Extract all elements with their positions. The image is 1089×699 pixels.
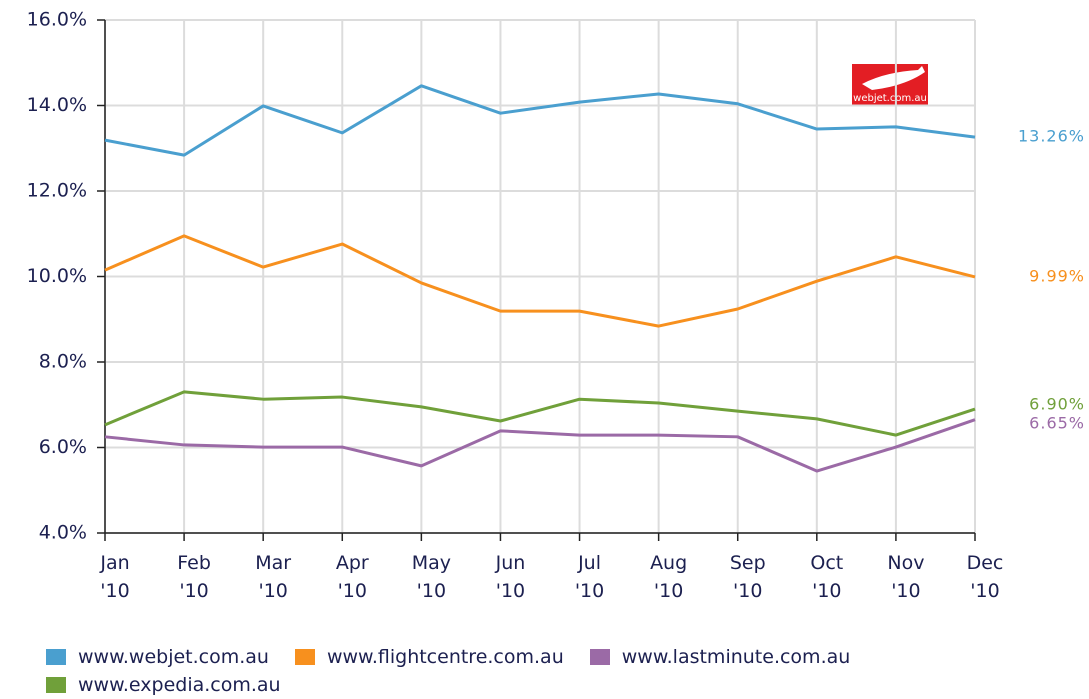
y-tick-label: 4.0% (39, 522, 87, 544)
grid (104, 19, 976, 534)
legend-swatch (294, 649, 315, 665)
x-tick-label: Jan '10 (100, 552, 130, 602)
line (104, 390, 976, 437)
y-tick-label: 16.0% (27, 9, 87, 31)
y-tick-label: 8.0% (39, 351, 87, 373)
legend-item: www.expedia.com.au (46, 671, 281, 699)
logo-plane (862, 66, 925, 90)
y-tick-label: 14.0% (27, 94, 87, 116)
y-tick-label: 12.0% (27, 180, 87, 202)
value-label: 9.99% (1029, 266, 1085, 285)
legend-label: www.lastminute.com.au (621, 646, 851, 668)
logo-text: webjet.com.au (853, 93, 927, 104)
y-tick-label: 6.0% (39, 436, 87, 458)
y-tick-label: 10.0% (27, 265, 87, 287)
x-tick-label: Jul '10 (574, 552, 605, 602)
logo: webjet.com.au (852, 64, 928, 105)
legend-swatch (589, 649, 610, 665)
legend-item: www.lastminute.com.au (589, 643, 851, 671)
x-tick-label: Apr '10 (335, 552, 369, 602)
x-tick-label: Dec '10 (966, 552, 1004, 602)
legend-item: www.flightcentre.com.au (294, 643, 564, 671)
x-tick-label: Oct '10 (810, 552, 844, 602)
legend-swatch (46, 649, 66, 665)
value-label: 13.26% (1018, 127, 1085, 146)
x-tick-label: Feb '10 (177, 552, 211, 602)
line (104, 418, 976, 473)
value-label: 6.65% (1029, 413, 1085, 432)
x-tick-label: Sep '10 (729, 552, 766, 602)
legend-label: www.webjet.com.au (78, 646, 269, 668)
x-tick-label: Aug '10 (650, 552, 688, 602)
value-label: 6.90% (1029, 394, 1085, 413)
legend-label: www.expedia.com.au (78, 674, 281, 696)
line (104, 234, 976, 328)
legend-swatch (46, 677, 66, 693)
line (104, 84, 976, 157)
x-tick-label: Jun '10 (495, 552, 526, 602)
legend-item: www.webjet.com.au (46, 643, 269, 671)
legend-label: www.flightcentre.com.au (326, 646, 564, 668)
legend: www.webjet.com.au www.flightcentre.com.au… (46, 643, 1046, 699)
x-tick-label: May '10 (411, 552, 451, 602)
x-tick-label: Nov '10 (887, 552, 925, 602)
x-tick-label: Mar '10 (255, 552, 292, 602)
